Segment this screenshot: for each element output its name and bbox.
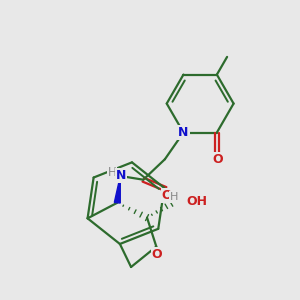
Text: OH: OH (187, 195, 208, 208)
Polygon shape (114, 176, 120, 203)
Text: H: H (169, 192, 178, 202)
Text: N: N (116, 169, 126, 182)
Text: H: H (108, 166, 116, 179)
Text: O: O (152, 248, 162, 260)
Text: O: O (162, 189, 172, 202)
Text: O: O (212, 153, 223, 166)
Text: N: N (178, 126, 189, 139)
